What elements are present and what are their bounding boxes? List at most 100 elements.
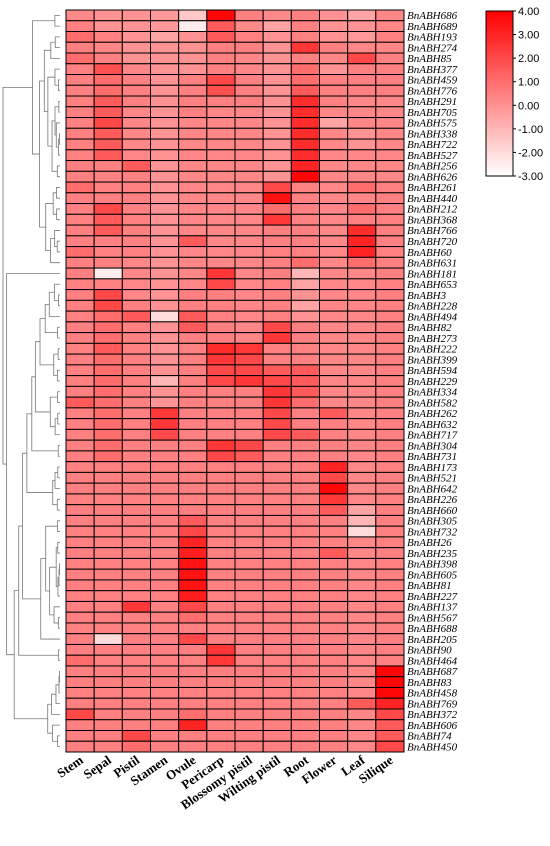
heatmap-cell — [65, 310, 95, 323]
heatmap-cell — [150, 106, 180, 119]
heatmap-cell — [290, 375, 321, 387]
row-label: BnABH653 — [407, 279, 458, 291]
heatmap-cell — [290, 213, 321, 226]
legend-tick-label: -3.00 — [518, 171, 543, 183]
heatmap-cell — [206, 590, 236, 602]
heatmap-cell — [121, 568, 152, 581]
heatmap-cell — [121, 428, 152, 441]
row-label: BnABH26 — [407, 537, 452, 549]
heatmap-cell — [93, 74, 123, 86]
heatmap-cell — [150, 181, 180, 194]
heatmap-cell — [347, 557, 377, 570]
heatmap-cell — [150, 590, 180, 602]
heatmap-cell — [206, 504, 236, 516]
heatmap-cell — [375, 149, 405, 162]
heatmap-cell — [234, 181, 264, 194]
heatmap-cell — [65, 676, 95, 688]
heatmap-cell — [206, 84, 236, 97]
heatmap-cell — [262, 256, 292, 269]
heatmap-cell — [206, 708, 236, 721]
heatmap-cell — [262, 267, 292, 280]
heatmap-cell — [319, 192, 349, 205]
dendrogram-branch — [39, 80, 46, 228]
dendrogram-branch — [58, 617, 60, 629]
row-label: BnABH226 — [407, 494, 458, 506]
dendrogram-branch — [57, 520, 60, 532]
heatmap-cell — [319, 278, 349, 291]
heatmap-cell — [178, 568, 208, 581]
heatmap-cell — [178, 461, 208, 473]
heatmap-cell — [93, 31, 123, 43]
heatmap-cell — [178, 364, 208, 377]
heatmap-cell — [206, 493, 236, 506]
heatmap-cell — [319, 740, 349, 753]
heatmap-cell — [290, 117, 321, 129]
heatmap-cell — [65, 590, 95, 602]
heatmap-cell — [206, 396, 236, 409]
row-label: BnABH722 — [407, 139, 458, 151]
heatmap-cell — [375, 224, 405, 237]
dendrogram-branch — [26, 413, 53, 493]
heatmap-cell — [234, 256, 264, 269]
heatmap-cell — [93, 611, 123, 624]
heatmap-cell — [234, 267, 264, 280]
heatmap-cell — [347, 31, 377, 43]
heatmap-cell — [206, 267, 236, 280]
heatmap-cell — [121, 127, 152, 140]
heatmap-cell — [150, 450, 180, 463]
heatmap-cell — [375, 493, 405, 506]
heatmap-cell — [93, 84, 123, 97]
heatmap-cell — [93, 482, 123, 495]
heatmap-cell — [347, 633, 377, 645]
heatmap-cell — [319, 514, 349, 527]
heatmap-cell — [150, 676, 180, 688]
heatmap-cell — [375, 267, 405, 280]
heatmap-cell — [150, 63, 180, 76]
heatmap-cell — [178, 450, 208, 463]
row-label: BnABH582 — [407, 397, 458, 409]
heatmap-cell — [65, 203, 95, 215]
heatmap-cell — [150, 536, 180, 549]
heatmap-cell — [206, 428, 236, 441]
heatmap-cell — [206, 622, 236, 635]
heatmap-cell — [347, 719, 377, 731]
heatmap-cell — [290, 256, 321, 269]
heatmap-cell — [347, 74, 377, 86]
heatmap-cell — [150, 342, 180, 355]
heatmap-cell — [375, 246, 405, 258]
heatmap-cell — [178, 203, 208, 215]
heatmap-cell — [319, 321, 349, 334]
dendrogram-branch — [50, 238, 60, 264]
heatmap-cell — [347, 117, 377, 129]
heatmap-cell — [150, 117, 180, 129]
heatmap-cell — [290, 84, 321, 97]
heatmap-cell — [65, 353, 95, 366]
heatmap-cell — [319, 213, 349, 226]
heatmap-cell — [319, 160, 349, 172]
heatmap-cell — [178, 127, 208, 140]
heatmap-cell — [290, 138, 321, 151]
heatmap-cell — [347, 396, 377, 409]
heatmap-cell — [65, 633, 95, 645]
row-label: BnABH173 — [407, 462, 458, 474]
heatmap-cell — [65, 568, 95, 581]
heatmap-cell — [234, 289, 264, 301]
heatmap-cell — [65, 117, 95, 129]
heatmap-cell — [178, 278, 208, 291]
heatmap-cell — [150, 310, 180, 323]
heatmap-cell — [290, 278, 321, 291]
dendrogram-branch — [47, 76, 55, 147]
heatmap-cell — [206, 149, 236, 162]
heatmap-cell — [375, 568, 405, 581]
heatmap-cell — [347, 342, 377, 355]
heatmap-cell — [65, 41, 95, 54]
heatmap-cell — [234, 525, 264, 538]
heatmap-cell — [178, 321, 208, 334]
heatmap-cell — [290, 611, 321, 624]
heatmap-cell — [290, 63, 321, 76]
row-label: BnABH205 — [407, 634, 458, 646]
heatmap-cell — [178, 600, 208, 613]
row-label: BnABH776 — [407, 85, 458, 97]
row-label: BnABH60 — [407, 247, 452, 259]
heatmap-cell — [234, 600, 264, 613]
